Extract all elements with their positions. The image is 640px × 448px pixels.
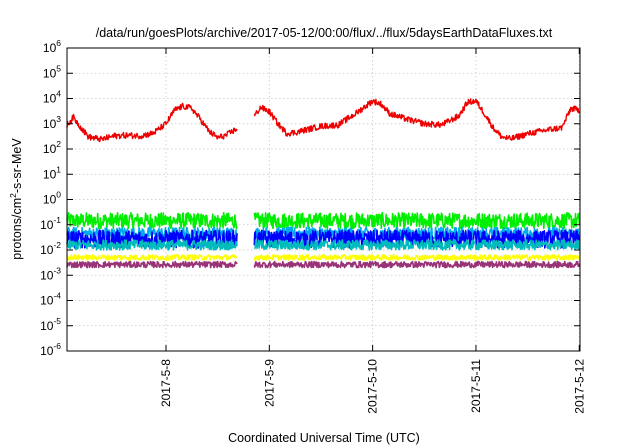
x-tick-label: 2017-5-12 [572,359,586,414]
x-tick-label: 2017-5-11 [469,359,483,413]
y-tick-exp: 6 [56,38,61,48]
y-tick-base: 10 [40,344,54,358]
series-line [253,211,581,230]
y-tick-exp: -5 [53,316,61,326]
y-tick-label: 10-1 [40,215,61,232]
y-tick-exp: 2 [56,139,61,149]
y-tick-base: 10 [40,294,54,308]
y-tick-exp: 4 [56,89,61,99]
y-tick-label: 10-3 [40,265,61,282]
y-tick-exp: 5 [56,63,61,73]
y-axis-label-post: -s-sr-MeV [10,138,24,194]
y-tick-base: 10 [40,243,54,257]
y-tick-label: 106 [43,38,61,55]
y-tick-base: 10 [40,319,54,333]
y-tick-label: 104 [43,89,61,106]
y-tick-label: 103 [43,114,61,131]
chart-title: /data/run/goesPlots/archive/2017-05-12/0… [96,26,553,40]
y-tick-exp: -2 [53,240,61,250]
y-tick-exp: 3 [56,114,61,124]
series-line [66,211,238,230]
series-line [66,102,238,143]
y-tick-label: 102 [43,139,61,156]
y-tick-exp: -1 [53,215,61,225]
series-line [253,253,581,261]
series-line [253,98,581,141]
y-axis-label-pre: protons/cm [10,198,24,260]
y-axis-label-sup: 2 [8,193,18,198]
series-line [254,239,581,251]
y-tick-base: 10 [43,92,57,106]
y-tick-base: 10 [43,117,57,131]
grid-lines [67,48,580,351]
y-tick-label: 10-6 [40,341,61,358]
axis-ticks: 10-610-510-410-310-210-11001011021031041… [40,38,586,414]
y-tick-exp: -4 [53,291,61,301]
y-tick-label: 10-5 [40,316,61,333]
y-tick-base: 10 [40,218,54,232]
series-line [253,260,581,269]
y-tick-exp: -6 [53,341,61,351]
series-line [66,253,238,261]
y-tick-base: 10 [43,41,57,55]
series-layer [66,98,581,269]
y-tick-exp: -3 [53,265,61,275]
x-axis-label: Coordinated Universal Time (UTC) [228,431,420,445]
y-tick-base: 10 [40,268,54,282]
y-tick-base: 10 [43,167,57,181]
x-tick-label: 2017-5-9 [262,359,276,407]
y-tick-label: 101 [43,164,61,181]
x-tick-label: 2017-5-10 [366,359,380,414]
y-tick-base: 10 [43,193,57,207]
y-tick-base: 10 [43,66,57,80]
y-tick-label: 10-2 [40,240,61,257]
y-tick-base: 10 [43,142,57,156]
series-line [66,260,238,269]
series-line [66,239,238,251]
y-axis-label: protons/cm2-s-sr-MeV [8,138,24,260]
series-line [66,229,238,249]
y-tick-label: 100 [43,190,61,207]
y-tick-exp: 1 [56,164,61,174]
y-tick-label: 10-4 [40,291,61,308]
y-tick-exp: 0 [56,190,61,200]
x-tick-label: 2017-5-8 [159,359,173,407]
y-tick-label: 105 [43,63,61,80]
